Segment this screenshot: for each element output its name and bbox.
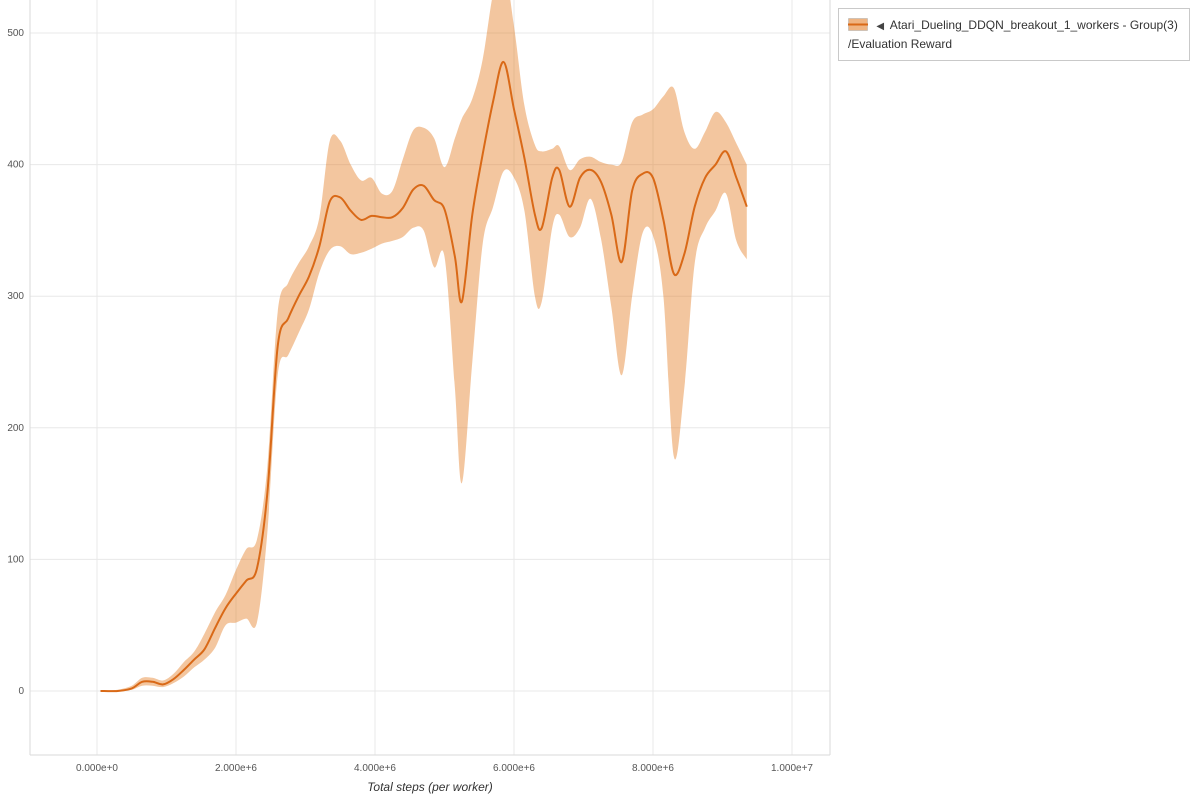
x-tick-label: 2.000e+6 — [215, 763, 257, 774]
x-tick-label: 8.000e+6 — [632, 763, 674, 774]
x-tick-label: 4.000e+6 — [354, 763, 396, 774]
y-tick-label: 400 — [7, 160, 24, 171]
series-group — [100, 0, 748, 693]
gridlines — [30, 0, 830, 755]
legend-item[interactable]: ◀ Atari_Dueling_DDQN_breakout_1_workers … — [848, 16, 1180, 35]
legend: ◀ Atari_Dueling_DDQN_breakout_1_workers … — [838, 8, 1190, 62]
x-tick-label: 0.000e+0 — [76, 763, 118, 774]
y-tick-label: 200 — [7, 423, 24, 434]
tick-labels: 0 100 200 300 400 500 0.000e+0 2.000e+6 4.000e+6… — [7, 28, 813, 774]
legend-collapse-icon[interactable]: ◀ — [876, 21, 885, 32]
legend-swatch-icon — [848, 18, 868, 31]
mean-line — [100, 60, 748, 693]
x-tick-label: 1.000e+7 — [771, 763, 813, 774]
y-tick-label: 300 — [7, 291, 24, 302]
y-tick-label: 0 — [18, 686, 24, 697]
legend-series-name-line2: /Evaluation Reward — [848, 36, 953, 51]
axis-frame — [29, 0, 831, 756]
y-tick-label: 500 — [7, 28, 24, 39]
legend-series-name-line1: Atari_Dueling_DDQN_breakout_1_workers - … — [889, 18, 1178, 32]
x-axis-title: Total steps (per worker) — [367, 780, 493, 794]
y-tick-label: 100 — [7, 554, 24, 565]
confidence-band — [100, 0, 747, 692]
x-tick-label: 6.000e+6 — [493, 763, 535, 774]
